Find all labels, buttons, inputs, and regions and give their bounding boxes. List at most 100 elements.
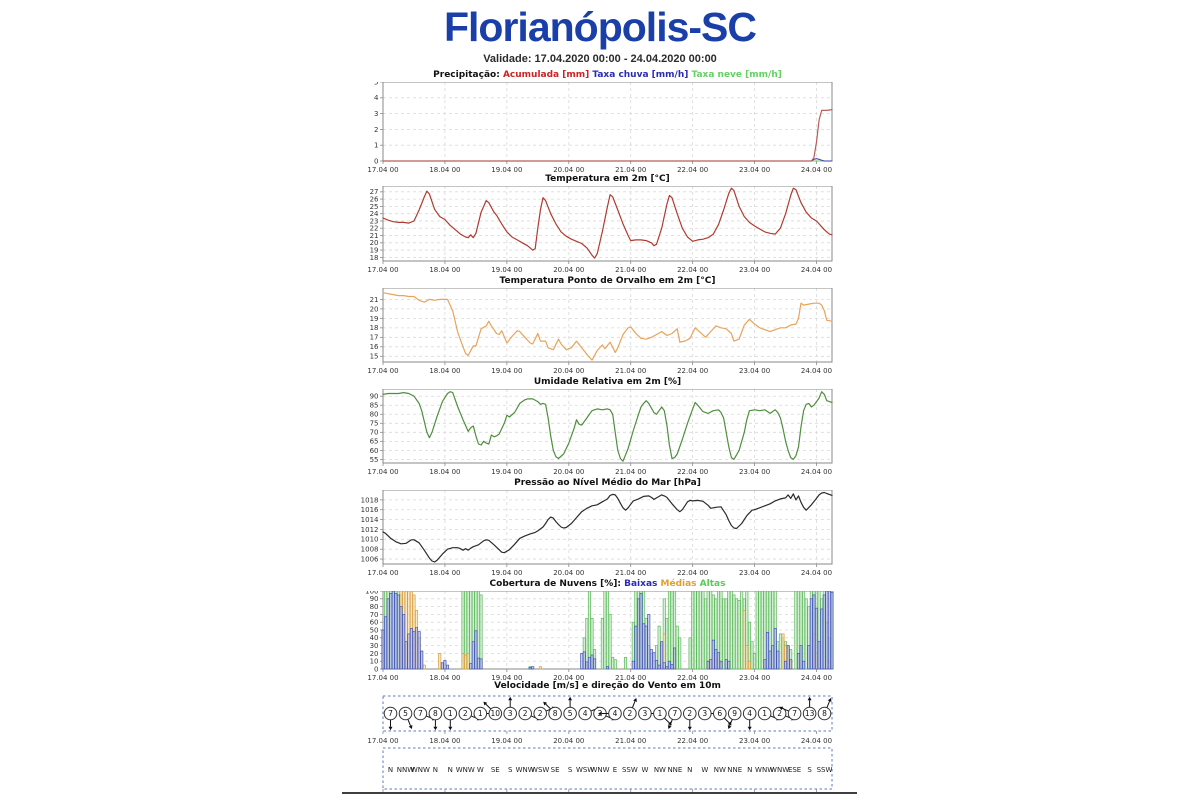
cloud-bar-Baixas: [652, 652, 656, 670]
wind-direction-label: W: [701, 766, 708, 774]
x-tick-label: 19.04 00: [491, 266, 522, 274]
chart-title-pressure: Pressão ao Nível Médio do Mar [hPa]: [514, 478, 701, 488]
wind-direction-label: NNE: [727, 766, 742, 774]
x-tick-label: 24.04 00: [801, 737, 832, 745]
cloud-bar-Baixas: [765, 631, 769, 670]
x-tick-label: 22.04 00: [677, 569, 708, 577]
cloud-bar-Baixas: [476, 657, 480, 670]
cloud-bar-Altas: [657, 625, 661, 670]
wind-speed-circle: [727, 706, 742, 721]
x-tick-label: 17.04 00: [367, 674, 398, 682]
cloud-bar-Baixas: [402, 614, 406, 670]
wind-speed-value: 1: [448, 709, 453, 718]
x-tick-label: 20.04 00: [553, 674, 584, 682]
x-tick-label: 22.04 00: [677, 166, 708, 174]
wind-arrow: [723, 717, 730, 724]
wind-speed-circle: [458, 706, 473, 721]
wind-speed-value: 1: [762, 709, 767, 718]
series-Acumulada [mm]: [382, 109, 833, 162]
wind-speed-circle: [428, 706, 443, 721]
wind-speed-value: 3: [702, 709, 707, 718]
wind-speed-value: 2: [628, 709, 633, 718]
y-tick-label: 60: [370, 619, 379, 627]
y-tick-label: 27: [370, 188, 379, 196]
wind-direction-label: N: [448, 766, 453, 774]
x-tick-label: 22.04 00: [677, 737, 708, 745]
chart-title-dew-point: Temperatura Ponto de Orvalho em 2m [°C]: [499, 276, 716, 286]
x-tick-label: 17.04 00: [367, 166, 398, 174]
wind-speed-value: 2: [463, 709, 468, 718]
wind-arrow-head: [508, 696, 513, 701]
cloud-bar-Médias: [466, 653, 470, 670]
wind-arrow-head: [433, 726, 438, 731]
wind-arrow-head: [568, 696, 573, 701]
wind-arrow-head: [827, 698, 832, 702]
wind-arrow: [485, 703, 492, 710]
x-tick-label: 18.04 00: [429, 674, 460, 682]
y-tick-label: 1006: [361, 555, 379, 563]
chart-title-part: Acumulada [mm]: [502, 70, 593, 80]
x-tick-label: 23.04 00: [739, 468, 770, 476]
wind-speed-value: 8: [822, 709, 827, 718]
wind-direction-label: WNW: [411, 766, 430, 774]
plot-border: [382, 82, 833, 162]
wind-arrow: [782, 707, 789, 712]
cloud-bar-Altas: [740, 591, 744, 670]
cloud-bar-Baixas: [389, 592, 393, 670]
wind-speed-circle: [398, 706, 413, 721]
x-tick-label: 19.04 00: [491, 367, 522, 375]
chart-title-precipitation: Precipitação: Acumulada [mm] Taxa chuva …: [383, 70, 832, 82]
wind-speed-value: 5: [568, 709, 573, 718]
cloud-bar-Altas: [665, 617, 669, 670]
x-tick-label: 17.04 00: [367, 468, 398, 476]
wind-speed-circle: [443, 706, 458, 721]
series-Umidade Relativa: [382, 391, 833, 462]
series-Pressão: [382, 491, 833, 563]
chart-title-part: Baixas: [624, 579, 661, 589]
x-tick-label: 21.04 00: [615, 166, 646, 174]
cloud-bar-Baixas: [446, 664, 450, 670]
x-tick-label: 17.04 00: [367, 569, 398, 577]
cloud-bar-Baixas: [830, 592, 834, 670]
cloud-bar-Baixas: [471, 641, 475, 670]
x-tick-label: 22.04 00: [677, 468, 708, 476]
plot-wind: 17.04 00 18.04 00 19.04 00 20.04 00 21.04 00…: [367, 695, 833, 792]
wind-arrow-head: [747, 726, 752, 731]
wind-speed-box: [382, 695, 833, 732]
x-tick-label: 17.04 00: [367, 367, 398, 375]
wind-direction-label: WNW: [516, 766, 535, 774]
y-tick-label: 1018: [361, 496, 379, 504]
cloud-bar-Baixas: [412, 631, 416, 670]
cloud-bar-Baixas: [711, 639, 715, 670]
y-tick-label: 17: [370, 334, 379, 342]
x-tick-label: 17.04 00: [367, 737, 398, 745]
cloud-bar-Altas: [706, 591, 710, 670]
x-tick-label: 21.04 00: [615, 367, 646, 375]
wind-speed-value: 4: [747, 709, 752, 718]
y-tick-label: 80: [370, 411, 379, 419]
x-tick-label: 19.04 00: [491, 166, 522, 174]
cloud-bar-Baixas: [636, 598, 640, 670]
cloud-bar-Baixas: [391, 591, 395, 670]
wind-arrow-head: [448, 726, 453, 731]
wind-speed-value: 1: [658, 709, 663, 718]
y-tick-label: 70: [370, 429, 379, 437]
wind-speed-value: 2: [538, 709, 543, 718]
wind-direction-label: NNW: [397, 766, 414, 774]
plot-precipitation: 17.04 00 18.04 00 19.04 00 20.04 00 21.04 00…: [367, 82, 833, 174]
y-tick-label: 26: [370, 196, 379, 204]
y-tick-label: 23: [370, 217, 379, 225]
cloud-bar-Altas: [753, 653, 757, 670]
x-tick-label: 20.04 00: [553, 468, 584, 476]
x-tick-label: 24.04 00: [801, 166, 832, 174]
wind-arrow-head: [807, 696, 812, 701]
x-tick-label: 23.04 00: [739, 367, 770, 375]
y-tick-label: 25: [370, 203, 379, 211]
cloud-bar-Baixas: [799, 645, 803, 670]
cloud-bar-Altas: [729, 591, 733, 670]
wind-arrow-head: [779, 706, 784, 711]
cloud-bar-Altas: [794, 591, 798, 670]
cloud-bar-Altas: [479, 594, 483, 670]
x-tick-label: 23.04 00: [739, 674, 770, 682]
x-tick-label: 18.04 00: [429, 569, 460, 577]
